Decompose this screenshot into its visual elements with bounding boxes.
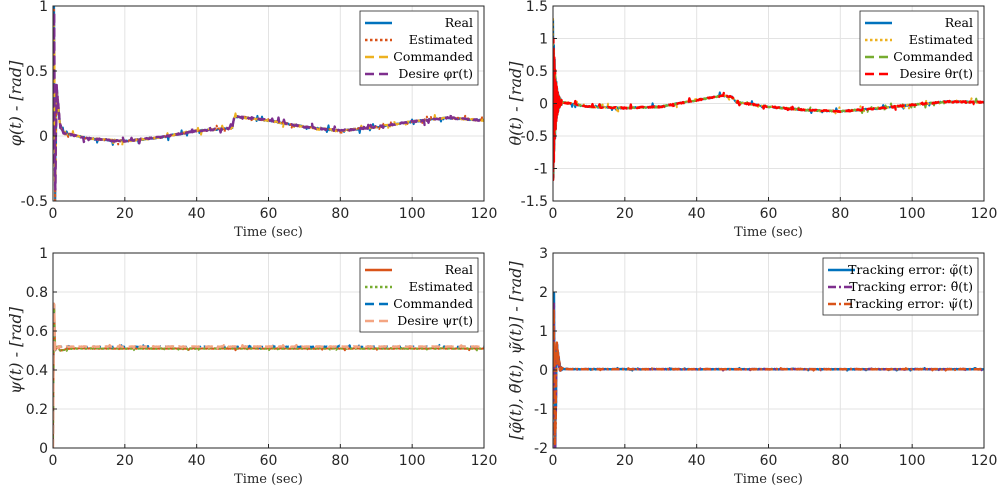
legend-label: Real [945,15,973,30]
legend-label: Commanded [393,49,473,64]
series-group [553,18,984,182]
x-tick-label: 120 [471,206,498,222]
y-tick-label: 1 [539,324,548,340]
y-tick-label: 0 [39,129,48,145]
x-tick-label: 100 [399,206,426,222]
x-tick-label: 80 [331,453,349,469]
x-axis-label: Time (sec) [734,225,803,240]
x-tick-label: 40 [188,206,206,222]
x-tick-label: 120 [971,453,997,469]
legend-label: Tracking error: φ̃(t) [848,262,973,277]
series-group [553,292,984,448]
legend-label: Real [445,262,473,277]
legend-label: Estimated [409,279,473,294]
x-tick-label: 0 [549,453,558,469]
y-axis-label: ψ(t) - [rad] [6,306,25,394]
x-tick-label: 60 [260,206,278,222]
legend: Real Estimated Commanded Desire ψr(t) [359,257,479,333]
legend: Tracking error: φ̃(t) Tracking error: θ̃(… [822,257,979,316]
x-tick-label: 80 [831,453,849,469]
y-tick-label: 0 [539,363,548,379]
y-tick-label: 0 [539,97,548,113]
x-tick-label: 100 [899,453,926,469]
legend-label: Desire ψr(t) [397,313,473,328]
x-tick-label: 20 [616,453,634,469]
x-axis-label: Time (sec) [234,472,303,486]
y-tick-label: -0.5 [521,129,548,145]
legend-label: Desire θr(t) [900,66,973,81]
y-tick-label: 3 [539,246,548,262]
y-tick-label: 0 [39,441,48,457]
y-axis-label: [φ̃(t), θ̃(t), ψ̃(t)] - [rad] [506,261,525,440]
y-tick-label: 1.5 [526,0,548,15]
legend-label: Estimated [409,32,473,47]
y-tick-label: 0.5 [526,64,548,80]
legend-label: Tracking error: ψ̃(t) [847,296,973,311]
x-tick-label: 20 [116,206,134,222]
x-tick-label: 0 [49,453,58,469]
legend: Real Estimated Commanded Desire θr(t) [859,10,979,86]
x-tick-label: 60 [760,206,778,222]
y-tick-label: 1 [39,0,48,15]
chart-3: 0 20 40 60 80 100 120 0 0.2 0.4 0.6 0.8 1 Time (sec) ψ… [6,246,497,486]
y-tick-label: 2 [539,285,548,301]
series-line-4 [53,11,484,191]
series-line-3 [553,307,984,446]
legend: Real Estimated Commanded Desire φr(t) [359,10,479,86]
series-line-4 [553,37,984,182]
chart-2: 0 20 40 60 80 100 120 -1.5 -1 -0.5 0 0.5 1 1.5 Time (s… [506,0,997,240]
y-tick-label: -1 [534,402,548,418]
chart-4: 0 20 40 60 80 100 120 -2 -1 0 1 2 3 Time (sec) [φ̃(t),… [506,246,997,486]
x-tick-label: 60 [760,453,778,469]
x-tick-label: 20 [616,206,634,222]
legend-label: Commanded [893,49,973,64]
y-tick-label: 0.6 [26,324,48,340]
x-tick-label: 40 [188,453,206,469]
y-tick-label: 1 [39,246,48,262]
legend-label: Desire φr(t) [398,66,473,81]
x-axis-label: Time (sec) [234,225,303,240]
x-tick-label: 80 [331,206,349,222]
x-tick-label: 80 [831,206,849,222]
x-tick-label: 100 [399,453,426,469]
y-tick-label: 0.8 [26,285,48,301]
series-group [53,6,484,201]
y-tick-label: 1 [539,32,548,48]
x-tick-label: 120 [471,453,498,469]
x-tick-label: 40 [688,453,706,469]
x-axis-label: Time (sec) [734,472,803,486]
y-tick-label: -0.5 [21,194,48,210]
legend-label: Commanded [393,296,473,311]
x-tick-label: 100 [899,206,926,222]
series-line-4 [53,302,484,448]
x-tick-label: 0 [49,206,58,222]
series-line-2 [53,302,484,448]
x-tick-label: 40 [688,206,706,222]
series-group [53,302,484,448]
x-tick-label: 120 [971,206,997,222]
y-axis-label: θ(t) - [rad] [506,61,525,146]
y-axis-label: φ(t) - [rad] [6,60,25,146]
y-tick-label: 0.5 [26,64,48,80]
x-tick-label: 20 [116,453,134,469]
legend-label: Estimated [909,32,973,47]
x-tick-label: 60 [260,453,278,469]
y-tick-label: -1 [534,162,548,178]
series-line-3 [53,20,484,190]
y-tick-label: 0.2 [26,402,48,418]
legend-label: Real [445,15,473,30]
y-tick-label: -1.5 [521,194,548,210]
legend-label: Tracking error: θ̃(t) [849,279,973,294]
y-tick-label: 0.4 [26,363,48,379]
x-tick-label: 0 [549,206,558,222]
y-tick-label: -2 [534,441,548,457]
